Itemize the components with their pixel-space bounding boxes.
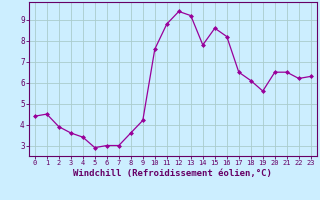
- X-axis label: Windchill (Refroidissement éolien,°C): Windchill (Refroidissement éolien,°C): [73, 169, 272, 178]
